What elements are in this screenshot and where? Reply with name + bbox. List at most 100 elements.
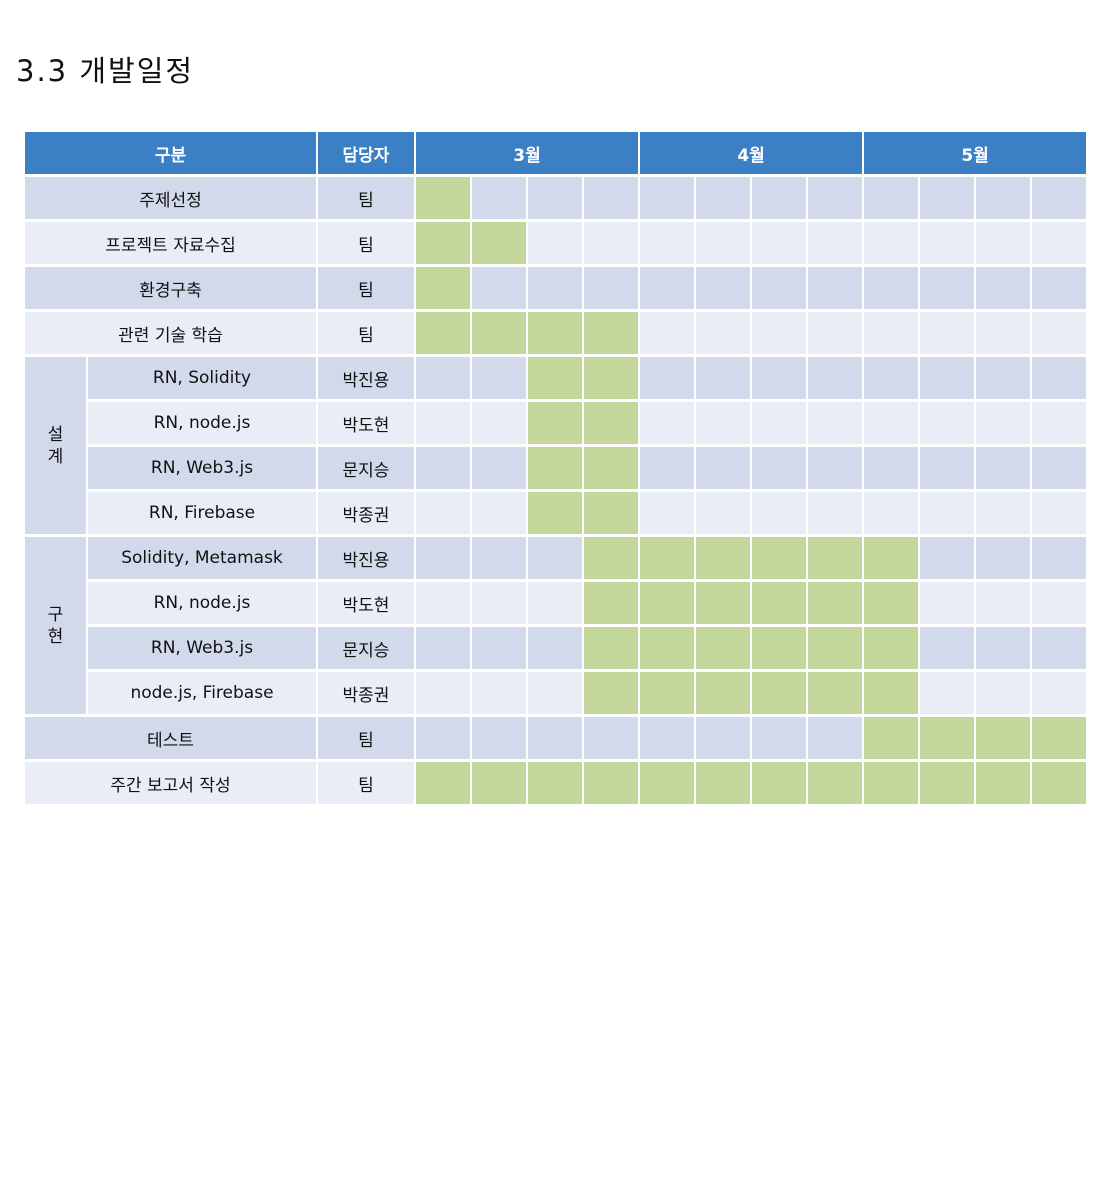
schedule-cell: [416, 357, 470, 399]
schedule-cell: [1032, 537, 1087, 579]
schedule-cell: [808, 177, 863, 219]
schedule-cell: [864, 177, 919, 219]
task-label: RN, Web3.js: [88, 447, 316, 489]
schedule-cell: [864, 222, 919, 264]
schedule-cell-active: [640, 627, 695, 669]
schedule-cell-active: [584, 357, 639, 399]
owner-label: 팀: [318, 762, 414, 804]
schedule-cell-active: [640, 762, 695, 804]
task-label: RN, Firebase: [88, 492, 316, 534]
schedule-cell: [472, 672, 526, 714]
schedule-cell-active: [528, 357, 582, 399]
schedule-cell: [976, 627, 1031, 669]
schedule-cell: [640, 357, 695, 399]
schedule-cell: [528, 222, 582, 264]
schedule-cell: [472, 492, 526, 534]
schedule-cell: [920, 537, 975, 579]
schedule-cell: [640, 447, 695, 489]
schedule-cell: [584, 717, 639, 759]
table-row: 설계 RN, Solidity 박진용: [25, 357, 1087, 534]
schedule-cell-active: [864, 537, 919, 579]
schedule-cell-active: [696, 762, 751, 804]
schedule-cell: [976, 447, 1031, 489]
task-label: 주간 보고서 작성: [25, 762, 316, 804]
schedule-cell: [752, 312, 807, 354]
schedule-cell: [416, 492, 470, 534]
schedule-cell: [1032, 402, 1087, 444]
schedule-cell-active: [752, 762, 807, 804]
header-owner: 담당자: [318, 132, 414, 174]
schedule-cell-active: [1032, 762, 1087, 804]
schedule-cell: [696, 312, 751, 354]
schedule-cell-active: [920, 762, 975, 804]
schedule-cell: [976, 582, 1031, 624]
schedule-cell-active: [752, 672, 807, 714]
schedule-cell: [528, 717, 582, 759]
schedule-cell-active: [584, 762, 639, 804]
schedule-cell: [808, 357, 863, 399]
schedule-cell: [640, 402, 695, 444]
schedule-cell-active: [976, 717, 1031, 759]
owner-label: 박종권: [318, 672, 414, 714]
schedule-cell: [1032, 582, 1087, 624]
owner-label: 박진용: [318, 537, 414, 579]
schedule-cell: [752, 222, 807, 264]
schedule-cell: [472, 447, 526, 489]
schedule-cell: [920, 582, 975, 624]
schedule-cell: [920, 492, 975, 534]
schedule-cell-active: [584, 672, 639, 714]
schedule-cell: [472, 627, 526, 669]
task-label: node.js, Firebase: [88, 672, 316, 714]
schedule-cell: [864, 492, 919, 534]
schedule-cell: [528, 177, 582, 219]
schedule-cell: [976, 672, 1031, 714]
schedule-cell-active: [584, 447, 639, 489]
owner-label: 박진용: [318, 357, 414, 399]
schedule-cell: [920, 402, 975, 444]
schedule-cell: [416, 717, 470, 759]
schedule-cell-active: [640, 672, 695, 714]
schedule-cell-active: [752, 537, 807, 579]
schedule-cell: [416, 447, 470, 489]
header-month-4: 4월: [640, 132, 863, 174]
schedule-cell-active: [864, 627, 919, 669]
schedule-cell: [752, 492, 807, 534]
schedule-cell-active: [472, 222, 526, 264]
schedule-cell: [864, 267, 919, 309]
table-row: 주제선정 팀: [25, 177, 1087, 219]
owner-label: 팀: [318, 717, 414, 759]
task-label: 관련 기술 학습: [25, 312, 316, 354]
owner-label: 팀: [318, 312, 414, 354]
schedule-cell: [976, 357, 1031, 399]
schedule-cell: [472, 537, 526, 579]
schedule-cell: [696, 717, 751, 759]
schedule-cell: [920, 672, 975, 714]
schedule-cell-active: [696, 627, 751, 669]
schedule-cell: [472, 582, 526, 624]
schedule-cell-active: [808, 627, 863, 669]
schedule-cell: [696, 177, 751, 219]
schedule-cell-active: [584, 582, 639, 624]
schedule-cell: [472, 357, 526, 399]
schedule-cell-active: [528, 402, 582, 444]
schedule-cell: [976, 222, 1031, 264]
schedule-cell: [472, 177, 526, 219]
table-row: RN, Firebase 박종권: [25, 492, 1087, 534]
schedule-cell: [864, 447, 919, 489]
schedule-cell: [1032, 357, 1087, 399]
table-row: RN, node.js 박도현: [25, 582, 1087, 624]
schedule-cell-active: [696, 582, 751, 624]
schedule-cell-active: [528, 492, 582, 534]
table-row: node.js, Firebase 박종권: [25, 672, 1087, 714]
schedule-cell-active: [864, 717, 919, 759]
schedule-cell-active: [640, 582, 695, 624]
schedule-cell-active: [472, 312, 526, 354]
schedule-cell: [752, 177, 807, 219]
schedule-cell: [640, 492, 695, 534]
schedule-cell: [976, 402, 1031, 444]
schedule-cell: [696, 222, 751, 264]
table-row: 관련 기술 학습 팀: [25, 312, 1087, 354]
schedule-cell: [472, 267, 526, 309]
schedule-cell: [864, 312, 919, 354]
schedule-cell-active: [640, 537, 695, 579]
